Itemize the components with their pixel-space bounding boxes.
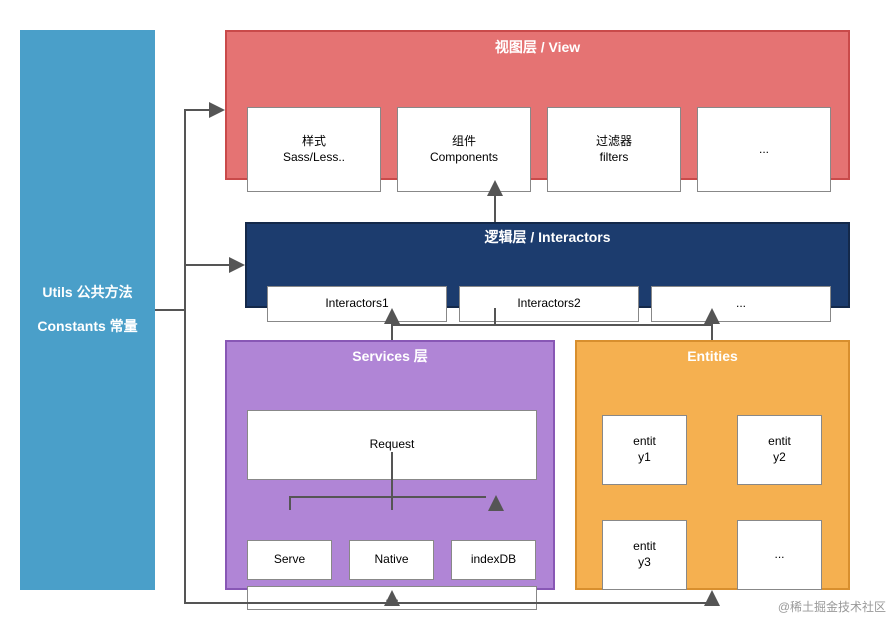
entity-box-2: entit y3 [602, 520, 687, 590]
interactors-box-0: Interactors1 [267, 286, 447, 322]
view-box-1: 组件 Components [397, 107, 531, 192]
view-title: 视图层 / View [227, 32, 848, 62]
utils-layer: Utils 公共方法 Constants 常量 [20, 30, 155, 590]
utils-line2: Constants 常量 [37, 310, 137, 344]
services-request: Request [247, 410, 537, 480]
services-source-2: indexDB [451, 540, 536, 580]
entities-title: Entities [577, 342, 848, 370]
view-layer: 视图层 / View 样式 Sass/Less..组件 Components过滤… [225, 30, 850, 180]
view-box-2: 过滤器 filters [547, 107, 681, 192]
entity-box-1: entit y2 [737, 415, 822, 485]
entities-layer: Entities entit y1 entit y2 entit y3... [575, 340, 850, 590]
services-source-0: Serve [247, 540, 332, 580]
interactors-box-1: Interactors2 [459, 286, 639, 322]
watermark: @稀土掘金技术社区 [778, 598, 886, 615]
services-title: Services 层 [227, 342, 553, 370]
interactors-box-2: ... [651, 286, 831, 322]
interactors-title: 逻辑层 / Interactors [247, 224, 848, 250]
utils-line1: Utils 公共方法 [37, 276, 137, 310]
view-box-3: ... [697, 107, 831, 192]
view-box-0: 样式 Sass/Less.. [247, 107, 381, 192]
services-footer: .... [247, 586, 537, 610]
entity-box-3: ... [737, 520, 822, 590]
entity-box-0: entit y1 [602, 415, 687, 485]
services-source-1: Native [349, 540, 434, 580]
services-layer: Services 层 RequestServeNativeindexDB.... [225, 340, 555, 590]
interactors-layer: 逻辑层 / Interactors Interactors1Interactor… [245, 222, 850, 308]
